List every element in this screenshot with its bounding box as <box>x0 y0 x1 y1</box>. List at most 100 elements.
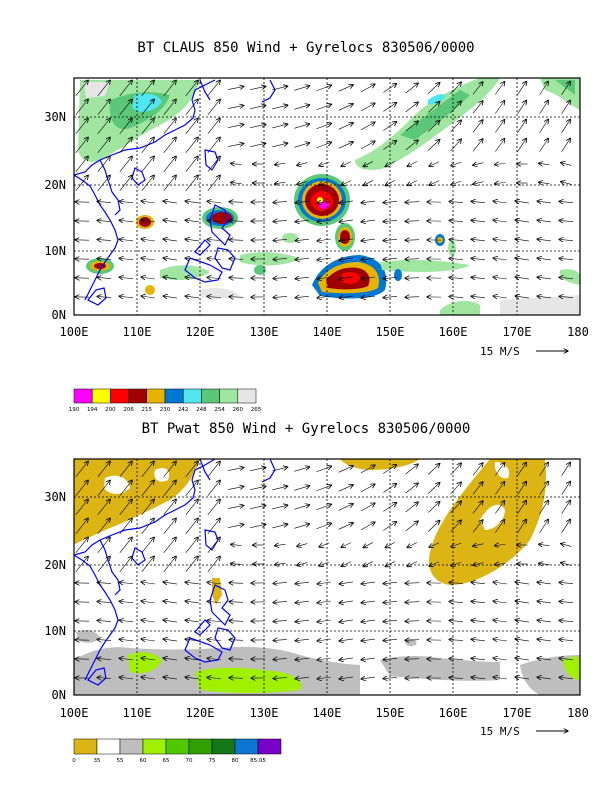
top-wind-arrow <box>450 139 462 152</box>
top-wind-arrow <box>294 86 309 91</box>
top-wind-arrow <box>537 239 551 241</box>
bottom-wind-arrow <box>228 505 244 509</box>
bottom-wind-arrow <box>119 658 133 660</box>
top-wind-arrow <box>163 137 176 154</box>
top-wind-arrow <box>383 84 396 93</box>
bottom-reference-vector-label: 15 M/S <box>480 725 520 738</box>
top-lon-label: 130E <box>250 325 279 339</box>
top-lon-label: 120E <box>186 325 215 339</box>
bottom-wind-arrow <box>185 461 198 478</box>
bottom-wind-arrow <box>317 582 331 584</box>
bottom-wind-arrow <box>294 524 309 529</box>
top-wind-arrow <box>559 239 573 240</box>
top-wind-arrow <box>97 118 110 135</box>
top-wind-arrow <box>207 258 221 259</box>
bottom-wind-arrow <box>141 537 154 554</box>
top-wind-arrow <box>185 80 198 97</box>
bottom-wind-arrow <box>273 677 288 678</box>
top-wind-arrow <box>361 220 375 222</box>
top-wind-arrow <box>97 220 112 221</box>
bottom-wind-arrow <box>185 677 199 679</box>
bottom-wind-arrow <box>297 544 308 547</box>
bottom-wind-arrow <box>360 484 375 493</box>
top-reference-vector-label: 15 M/S <box>480 345 520 358</box>
bottom-wind-arrow <box>207 518 220 535</box>
top-wind-arrow <box>539 163 550 165</box>
top-wind-arrow <box>559 201 573 202</box>
bottom-lat-label: 0N <box>52 688 66 702</box>
bottom-wind-arrow <box>207 480 220 497</box>
bottom-colorbar-label: 35 <box>94 758 101 764</box>
bottom-lat-label: 20N <box>44 558 66 572</box>
top-colorbar-swatch <box>110 388 129 404</box>
bottom-wind-arrow <box>275 563 286 565</box>
bottom-wind-arrow <box>163 620 177 622</box>
top-wind-arrow <box>97 277 112 278</box>
top-wind-arrow <box>272 86 288 91</box>
bottom-wind-arrow <box>539 544 550 546</box>
top-colorbar-label: 265 <box>251 407 262 413</box>
bottom-wind-arrow <box>495 544 506 545</box>
top-wind-arrow <box>383 220 397 221</box>
bottom-wind-arrow <box>272 505 288 510</box>
top-wind-arrow <box>119 277 133 279</box>
bottom-wind-arrow <box>272 467 288 472</box>
bottom-wind-arrow <box>185 601 199 603</box>
top-wind-arrow <box>207 277 221 278</box>
bottom-wind-arrow <box>75 556 88 573</box>
bottom-wind-arrow <box>229 621 244 622</box>
bottom-colorbar-label: 55 <box>117 758 124 764</box>
bottom-wind-arrow <box>363 561 374 566</box>
bottom-wind-arrow <box>97 639 112 640</box>
bottom-wind-arrow <box>228 467 244 471</box>
bottom-lat-label: 30N <box>44 490 66 504</box>
top-wind-arrow <box>473 163 484 166</box>
top-wind-arrow <box>361 296 375 298</box>
top-wind-arrow <box>360 84 375 93</box>
bottom-colorbar-label: 65 <box>163 758 170 764</box>
bottom-wind-arrow <box>517 481 527 495</box>
top-wind-arrow <box>272 124 288 129</box>
top-wind-arrow <box>449 296 464 297</box>
bottom-wind-arrow <box>405 678 420 679</box>
bottom-wind-arrow <box>450 482 462 495</box>
bottom-wind-arrow <box>515 677 529 679</box>
top-wind-arrow <box>361 201 375 203</box>
top-wind-arrow <box>405 221 420 222</box>
bottom-wind-arrow <box>405 621 420 622</box>
bottom-wind-arrow <box>383 522 396 531</box>
bottom-wind-arrow <box>559 677 573 678</box>
bottom-wind-arrow <box>163 480 176 497</box>
bottom-wind-arrow <box>163 639 177 641</box>
top-wind-arrow <box>141 137 154 154</box>
top-wind-arrow <box>383 103 396 112</box>
top-wind-arrow <box>517 81 527 95</box>
bottom-wind-arrow <box>383 503 396 512</box>
top-lon-label: 100E <box>60 325 89 339</box>
top-wind-arrow <box>537 277 551 279</box>
top-wind-arrow <box>141 175 154 192</box>
bottom-wind-arrow <box>405 659 420 660</box>
bottom-wind-arrow <box>141 518 154 535</box>
top-lat-label: 20N <box>44 178 66 192</box>
bottom-wind-arrow <box>207 639 221 640</box>
bottom-wind-arrow <box>207 461 220 478</box>
top-wind-arrow <box>539 119 549 133</box>
top-wind-arrow <box>163 258 177 260</box>
bottom-wind-arrow <box>361 620 375 622</box>
bottom-wind-arrow <box>451 561 462 566</box>
bottom-lat-label: 10N <box>44 624 66 638</box>
bottom-wind-arrow <box>97 480 110 497</box>
bottom-wind-arrow <box>449 620 464 621</box>
top-colorbar-label: 190 <box>69 407 80 413</box>
top-wind-arrow <box>493 277 507 279</box>
top-wind-arrow <box>97 137 110 154</box>
bottom-wind-arrow <box>141 639 155 641</box>
top-wind-arrow <box>185 277 199 279</box>
top-wind-arrow <box>319 161 330 166</box>
bottom-wind-arrow <box>361 639 375 641</box>
top-wind-arrow <box>97 258 112 259</box>
top-wind-arrow <box>275 163 286 165</box>
top-wind-arrow <box>471 258 485 260</box>
top-wind-arrow <box>405 140 418 151</box>
